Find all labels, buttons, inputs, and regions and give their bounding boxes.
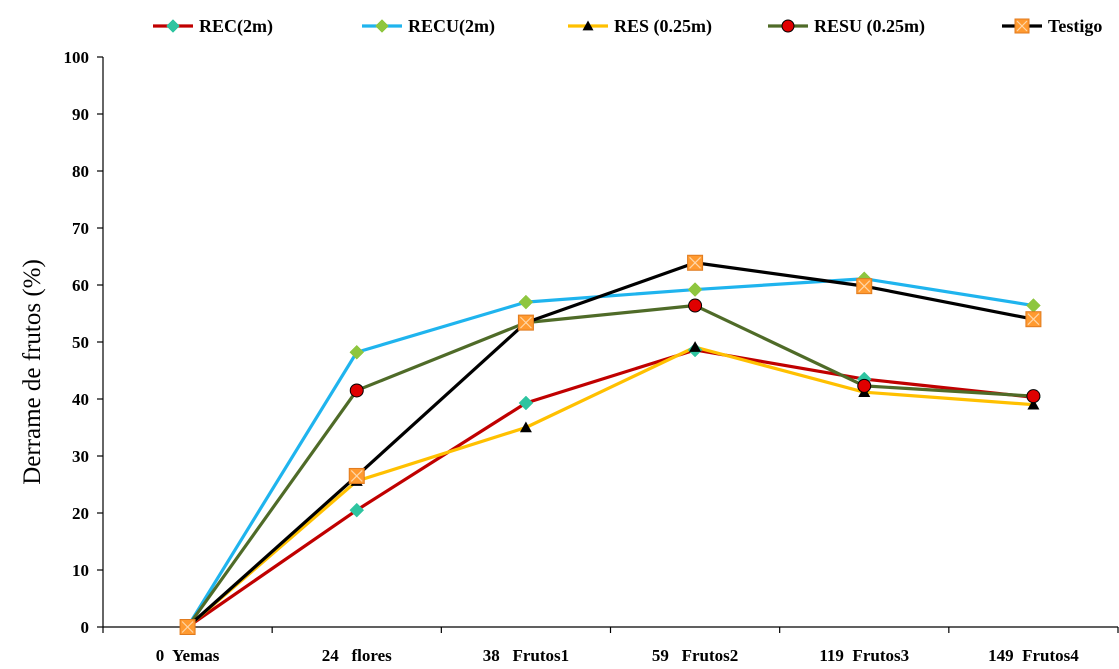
series-markers — [179, 254, 1042, 635]
data-point-testigo — [179, 619, 196, 635]
data-point-testigo — [517, 314, 534, 331]
data-point-testigo — [348, 467, 365, 484]
data-point-testigo — [1025, 311, 1042, 328]
data-point-resu-0-25m — [349, 383, 364, 398]
legend-marker — [582, 20, 594, 31]
data-point-recu-2m — [687, 282, 703, 297]
data-point-resu-0-25m — [1026, 389, 1041, 404]
x-category-label: 119 Frutos3 — [819, 646, 909, 664]
legend-item: RESU (0.25m) — [768, 16, 925, 37]
x-category-label: 38 Frutos1 — [483, 646, 569, 664]
legend-item: RES (0.25m) — [568, 16, 712, 37]
y-tick-label: 60 — [72, 276, 89, 295]
legend-item: Testigo — [1002, 16, 1102, 36]
square-marker-cross — [1027, 313, 1040, 326]
legend-item: RECU(2m) — [362, 16, 495, 37]
legend-item: REC(2m) — [153, 16, 273, 37]
y-tick-label: 10 — [72, 561, 89, 580]
data-point-recu-2m — [1026, 298, 1041, 313]
data-point-res-0-25m — [689, 341, 702, 352]
y-tick-label: 20 — [72, 504, 89, 523]
data-point-rec-2m — [518, 395, 534, 411]
square-marker-cross — [858, 280, 871, 293]
series-lines — [186, 261, 1034, 629]
y-tick-label: 80 — [72, 162, 89, 181]
series-line-resu-0-25m — [186, 303, 1034, 628]
square-marker-cross — [350, 470, 363, 482]
square-marker-cross — [1016, 20, 1028, 32]
y-tick-label: 90 — [72, 105, 89, 124]
legend-marker — [781, 19, 795, 33]
y-tick-label: 0 — [81, 618, 90, 637]
legend-label: RES (0.25m) — [614, 16, 712, 37]
data-point-res-0-25m — [519, 421, 532, 433]
data-point-resu-0-25m — [688, 298, 703, 313]
axes: 0 10 20 30 40 50 60 70 80 90 100 0 Yemas 24 flores 38… — [64, 48, 1119, 665]
data-point-testigo — [687, 254, 704, 271]
series-line-res-0-25m — [186, 345, 1034, 629]
series-line-rec-2m — [186, 348, 1034, 629]
data-point-resu-0-25m — [857, 378, 872, 393]
data-point-rec-2m — [349, 502, 365, 518]
y-tick-label: 40 — [72, 390, 89, 409]
legend-label: RECU(2m) — [408, 16, 495, 37]
legend-label: Testigo — [1048, 16, 1102, 36]
square-marker-cross — [519, 316, 532, 329]
series-line-testigo — [186, 261, 1034, 629]
x-category-label: 0 Yemas — [156, 646, 220, 664]
data-point-recu-2m — [349, 344, 365, 360]
square-marker-cross — [689, 256, 702, 269]
data-point-recu-2m — [518, 294, 534, 310]
y-tick-label: 30 — [72, 447, 89, 466]
x-category-label: 59 Frutos2 — [652, 646, 738, 664]
square-marker-cross — [181, 621, 194, 633]
data-point-res-0-25m — [1027, 398, 1040, 410]
y-tick-label: 100 — [64, 48, 90, 67]
legend: REC(2m) RECU(2m) RES (0.25m) RESU (0.25m) Te… — [153, 16, 1102, 37]
data-point-testigo — [856, 278, 873, 295]
series-line-recu-2m — [186, 277, 1034, 628]
legend-marker — [375, 19, 389, 33]
x-category-label: 149 Frutos4 — [988, 646, 1079, 664]
legend-label: REC(2m) — [199, 16, 273, 37]
y-axis-label: Derrame de frutos (%) — [19, 259, 46, 485]
legend-label: RESU (0.25m) — [814, 16, 925, 37]
legend-marker — [166, 19, 180, 33]
x-category-label: 24 flores — [322, 646, 392, 664]
y-tick-label: 70 — [72, 219, 89, 238]
legend-marker — [1014, 18, 1030, 34]
y-tick-label: 50 — [72, 333, 89, 352]
